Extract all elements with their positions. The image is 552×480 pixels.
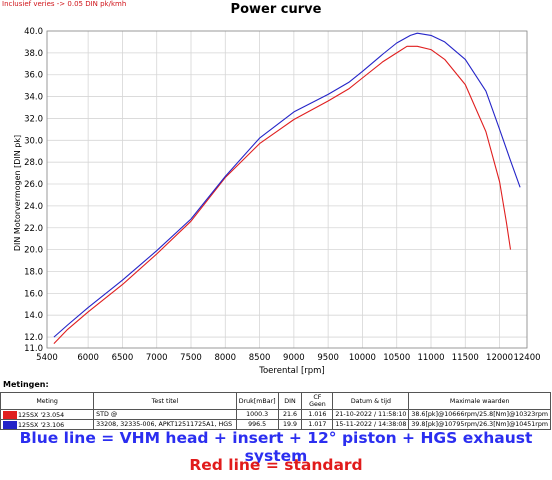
y-tick-label: 32.0	[24, 114, 43, 124]
header-max: Maximale waarden	[408, 392, 551, 410]
cell-max: 38.6[pk]@10666rpm/25.8[Nm]@10323rpm	[408, 409, 551, 420]
table-header-row: Meting Test titel Druk[mBar] DIN CF Geen…	[0, 392, 551, 410]
x-axis-ticks: 5400 6000 6500 7000 7500 8000 8500 9000 9500 1000…	[36, 353, 540, 363]
plot-frame	[46, 30, 528, 349]
header-test-titel: Test titel	[93, 392, 237, 410]
corner-note: Inclusief veries -> 0.05 DIN pk/kmh	[2, 0, 127, 8]
cell-datum: 21-10-2022 / 11:58:10	[332, 409, 410, 420]
cell-titel: STD @	[93, 409, 237, 420]
y-tick-label: 34.0	[24, 93, 43, 103]
x-tick-label: 9000	[283, 353, 305, 363]
blue-power-curve	[53, 32, 521, 338]
series-color-swatch	[3, 410, 17, 419]
y-tick-label: 28.0	[24, 158, 43, 168]
x-tick-label: 9500	[317, 353, 339, 363]
y-tick-label: 24.0	[24, 202, 43, 212]
cell-meting: 125SX '23.054	[0, 409, 95, 420]
y-tick-label: 22.0	[24, 224, 43, 234]
y-tick-label: 26.0	[24, 180, 43, 190]
y-tick-label: 40.0	[24, 27, 43, 37]
power-curve-chart: 5400 6000 6500 7000 7500 8000 8500 9000 9500 1000…	[13, 27, 541, 376]
x-tick-label: 11500	[452, 353, 479, 363]
plot-border	[46, 30, 528, 349]
y-tick-label: 30.0	[24, 136, 43, 146]
cell-cf: 1.016	[301, 409, 334, 420]
y-tick-label: 16.0	[24, 289, 43, 299]
x-tick-label: 7000	[146, 353, 168, 363]
chart-title: Power curve	[230, 2, 322, 17]
x-tick-label: 11000	[417, 353, 444, 363]
red-power-curve	[53, 45, 512, 344]
cell-cf: 1.017	[301, 419, 334, 430]
y-tick-label: 36.0	[24, 71, 43, 81]
chart-series	[53, 32, 521, 344]
cell-meting: 125SX '23.106	[0, 419, 95, 430]
x-tick-label: 6000	[77, 353, 99, 363]
x-tick-label: 8000	[214, 353, 236, 363]
cell-datum: 15-11-2022 / 14:38:08	[332, 419, 410, 430]
y-tick-label: 38.0	[24, 49, 43, 59]
cell-druk: 996.5	[235, 419, 279, 430]
x-tick-label: 10500	[383, 353, 410, 363]
header-druk: Druk[mBar]	[235, 392, 279, 410]
meting-label: 125SX '23.054	[18, 411, 65, 419]
x-tick-label: 10000	[349, 353, 376, 363]
y-tick-label: 14.0	[24, 311, 43, 321]
metingen-label: Metingen:	[3, 380, 49, 389]
caption-red-line: Red line = standard	[189, 456, 363, 474]
cell-max: 39.8[pk]@10795rpm/26.3[Nm]@10451rpm	[408, 419, 551, 430]
x-tick-label: 8500	[249, 353, 271, 363]
header-cf: CF Geen	[301, 392, 334, 410]
x-tick-label: 12000	[486, 353, 513, 363]
x-tick-label: 5400	[36, 353, 58, 363]
header-meting: Meting	[0, 392, 95, 410]
y-tick-label: 18.0	[24, 267, 43, 277]
x-axis-label: Toerental [rpm]	[258, 366, 325, 376]
cell-din: 21.6	[277, 409, 303, 420]
x-tick-label: 12400	[513, 353, 540, 363]
cell-druk: 1000.3	[235, 409, 279, 420]
meting-label: 125SX '23.106	[18, 421, 65, 429]
y-axis-label: DIN Motorvermogen [DIN pk]	[13, 135, 22, 251]
x-tick-label: 7500	[180, 353, 202, 363]
y-tick-label: 11.0	[24, 344, 43, 354]
runs-table: Meting Test titel Druk[mBar] DIN CF Geen…	[0, 392, 551, 430]
header-din: DIN	[277, 392, 303, 410]
caption-blue-line: Blue line = VHM head + insert + 12° pist…	[19, 429, 533, 465]
y-tick-label: 12.0	[24, 333, 43, 343]
chart-grid	[46, 30, 528, 349]
table-row: 125SX '23.106 33208, 32335-006, APKT1251…	[0, 419, 551, 430]
y-axis-ticks: 11.012.0 14.0 16.0 18.0 20.0 22.0 24.0 26.0 28.0…	[24, 27, 43, 354]
table-row: 125SX '23.054 STD @ 1000.3 21.6 1.016 21…	[0, 409, 551, 420]
cell-titel: 33208, 32335-006, APKT12511725A1, HGS	[93, 419, 237, 430]
y-tick-label: 20.0	[24, 246, 43, 256]
cell-din: 19.9	[277, 419, 303, 430]
series-color-swatch	[3, 420, 17, 429]
header-datum: Datum & tijd	[332, 392, 410, 410]
x-tick-label: 6500	[112, 353, 134, 363]
